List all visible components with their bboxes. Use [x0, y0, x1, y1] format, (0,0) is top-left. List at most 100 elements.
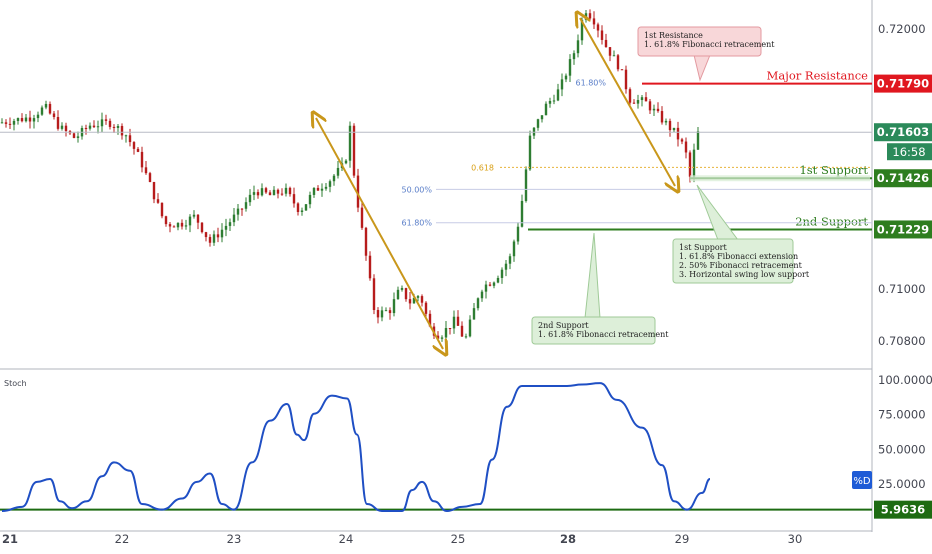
candle-body — [536, 119, 540, 128]
candle-body — [132, 142, 136, 149]
candle-body — [556, 89, 560, 101]
candle-body — [148, 173, 152, 182]
candle-body — [424, 302, 428, 314]
candle-body — [648, 101, 652, 111]
candle-body — [608, 47, 612, 56]
candle-body — [564, 75, 568, 80]
candle-body — [28, 117, 32, 122]
candle-body — [420, 296, 424, 303]
candle-body — [472, 308, 476, 320]
candle-body — [516, 226, 520, 242]
price-tick-label: 0.70800 — [878, 334, 926, 348]
candle-body — [540, 115, 544, 120]
candle-body — [60, 125, 64, 129]
support-zone — [690, 175, 870, 182]
candle-body — [336, 167, 340, 176]
candle-body — [696, 131, 700, 150]
candle-body — [112, 126, 116, 128]
candle-body — [448, 328, 452, 330]
candle-body — [168, 224, 172, 227]
candle-body — [268, 192, 272, 196]
candle-body — [208, 237, 212, 243]
candle-body — [228, 222, 232, 226]
candle-body — [176, 222, 180, 228]
candle-body — [688, 152, 692, 177]
time-tick-label: 28 — [560, 532, 576, 546]
support_1-callout-line: 1. 61.8% Fibonacci extension — [679, 252, 798, 261]
candle-body — [604, 39, 608, 48]
resistance_1-callout-line: 1. 61.8% Fibonacci retracement — [644, 40, 775, 49]
candle-body — [100, 119, 104, 127]
candle-body — [216, 234, 220, 238]
candle-body — [124, 135, 128, 137]
price-tag: 0.71229 — [877, 222, 929, 236]
candle-body — [20, 118, 24, 122]
candle-body — [96, 126, 100, 128]
candle-body — [596, 24, 600, 31]
candle-body — [344, 160, 348, 164]
candle-body — [76, 136, 80, 138]
candle-body — [12, 120, 16, 125]
candle-body — [48, 103, 52, 114]
candle-body — [224, 225, 228, 230]
candle-body — [128, 135, 132, 143]
countdown-bg — [887, 143, 932, 161]
resistance_1-callout-box — [637, 26, 762, 57]
candle-body — [380, 310, 384, 318]
candle-body — [308, 194, 312, 205]
fib-label: 61.80% — [401, 219, 432, 228]
stoch-tick-label: 100.0000 — [878, 373, 932, 387]
candle-body — [520, 200, 524, 227]
candle-body — [240, 208, 244, 210]
candle-body — [408, 299, 412, 304]
candle-body — [440, 337, 444, 339]
candle-body — [248, 194, 252, 203]
stoch-line — [1, 382, 711, 513]
candle-body — [8, 123, 12, 125]
candle-body — [144, 167, 148, 174]
candle-body — [528, 135, 532, 170]
candle-body — [108, 120, 112, 127]
candle-body — [16, 118, 20, 121]
candle-body — [524, 169, 528, 201]
stoch-tick-label: 50.0000 — [878, 442, 926, 456]
candle-body — [192, 214, 196, 217]
candle-body — [640, 97, 644, 101]
candle-body — [256, 192, 260, 196]
candle-body — [388, 310, 392, 314]
time-tick-label: 29 — [675, 532, 690, 546]
candle-body — [416, 296, 420, 298]
candle-body — [396, 289, 400, 300]
candle-body — [452, 316, 456, 329]
time-tick-label: 25 — [451, 532, 466, 546]
stoch-tick-label: 75.0000 — [878, 408, 926, 422]
candle-body — [684, 141, 688, 153]
candle-body — [500, 269, 504, 278]
candle-body — [628, 89, 632, 103]
countdown: 16:58 — [892, 145, 925, 159]
candle-body — [544, 103, 548, 116]
candle-body — [572, 53, 576, 60]
candle-body — [0, 122, 4, 124]
candle-body — [404, 288, 408, 300]
candle-body — [276, 189, 280, 194]
candle-body — [624, 69, 628, 90]
candle-body — [164, 216, 168, 225]
candle-body — [348, 125, 352, 161]
support_1-callout-line: 3. Horizontal swing low support — [679, 270, 810, 279]
support_2-callout-tail — [584, 232, 601, 319]
candle-body — [116, 125, 120, 128]
candle-body — [84, 127, 88, 129]
candle-body — [92, 125, 96, 128]
time-tick-label: 30 — [788, 532, 803, 546]
candle-body — [372, 278, 376, 310]
candle-body — [88, 125, 92, 129]
candle-body — [284, 187, 288, 194]
price-tag-bg — [874, 169, 932, 188]
candle-body — [680, 139, 684, 142]
candle-body — [592, 18, 596, 25]
candle-body — [560, 79, 564, 90]
candle-body — [120, 125, 124, 136]
candle-body — [644, 97, 648, 102]
